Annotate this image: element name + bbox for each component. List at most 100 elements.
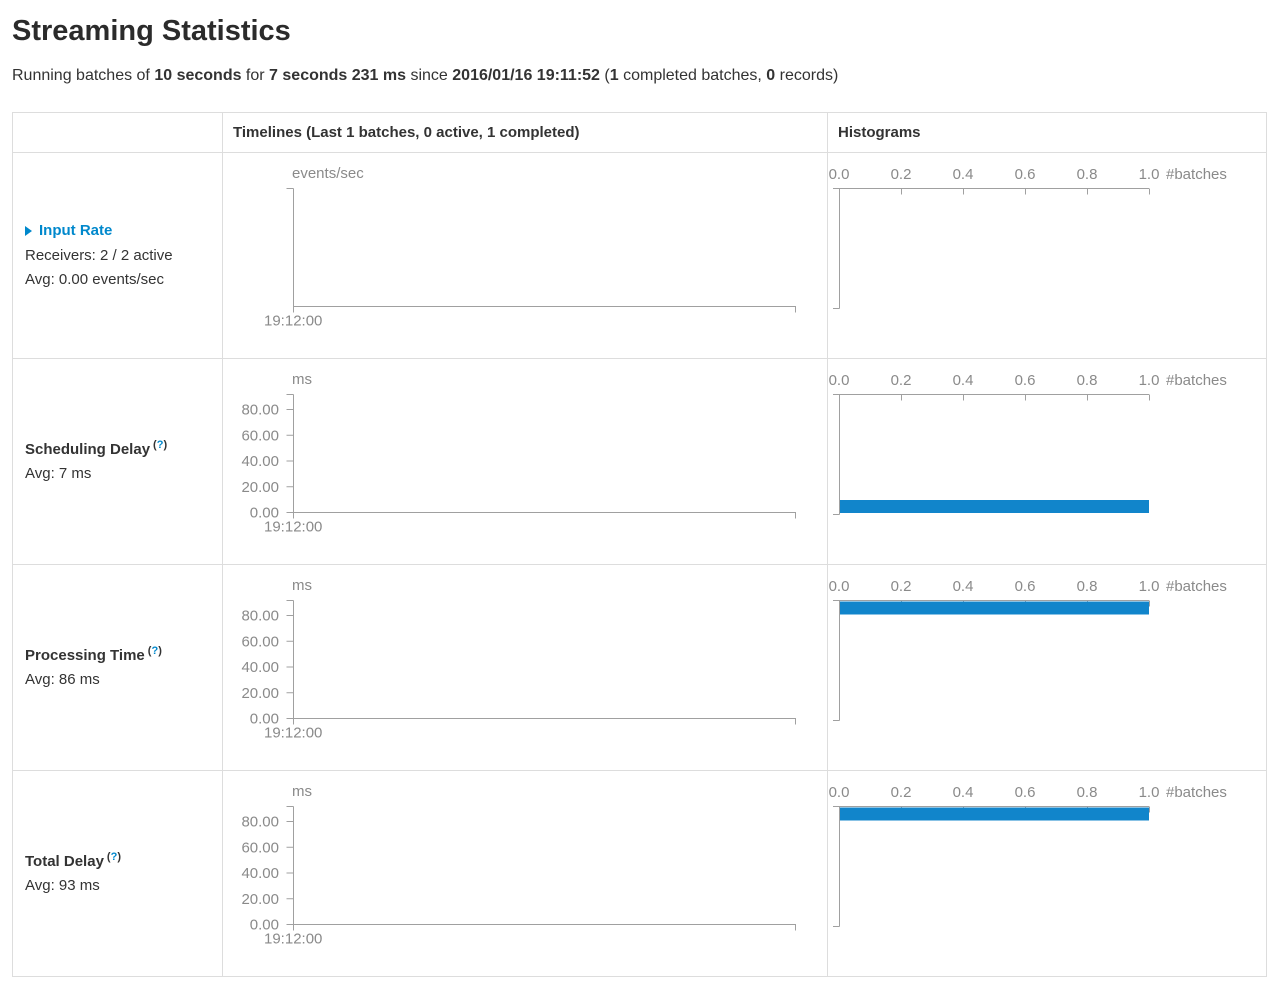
processing-time-help: (?) — [148, 645, 162, 657]
scheduling-delay-timeline-chart: ms 80.00 60.00 40.00 20.00 0.00 19:12:00 — [223, 359, 827, 564]
svg-text:0.6: 0.6 — [1015, 166, 1036, 183]
batch-summary-text: Running batches of 10 seconds for 7 seco… — [12, 67, 839, 84]
svg-text:0.0: 0.0 — [829, 166, 850, 183]
header-metric — [12, 112, 223, 153]
svg-text:0.2: 0.2 — [891, 578, 912, 595]
processing-time-timeline-chart: ms 80.00 60.00 40.00 20.00 0.00 19:12:00 — [223, 565, 827, 770]
svg-text:#batches: #batches — [1166, 166, 1227, 183]
svg-text:0.8: 0.8 — [1077, 372, 1098, 389]
page-title: Streaming Statistics — [12, 15, 291, 47]
svg-text:60.00: 60.00 — [241, 839, 279, 856]
processing-time-timeline-cell: ms 80.00 60.00 40.00 20.00 0.00 19:12:00 — [222, 564, 828, 771]
row-total-delay: Total Delay (?) Avg: 93 ms ms 80.00 60.00 40… — [12, 770, 1267, 977]
scheduling-delay-histogram-cell: 0.0 0.2 0.4 0.6 0.8 1.0 #batches — [827, 358, 1267, 565]
svg-text:ms: ms — [292, 371, 312, 388]
total-delay-histogram-cell: 0.0 0.2 0.4 0.6 0.8 1.0 #batches — [827, 770, 1267, 977]
processing-time-label: Processing Time — [25, 646, 145, 664]
row-processing-time: Processing Time (?) Avg: 86 ms ms 80.00 60.… — [12, 564, 1267, 771]
svg-text:0.4: 0.4 — [953, 578, 974, 595]
svg-text:0.8: 0.8 — [1077, 784, 1098, 801]
svg-text:19:12:00: 19:12:00 — [264, 519, 322, 536]
processing-time-histogram-cell: 0.0 0.2 0.4 0.6 0.8 1.0 #batches — [827, 564, 1267, 771]
svg-text:60.00: 60.00 — [241, 427, 279, 444]
svg-text:20.00: 20.00 — [241, 685, 279, 702]
expand-arrow-icon — [25, 226, 32, 236]
svg-text:80.00: 80.00 — [241, 814, 279, 831]
svg-text:19:12:00: 19:12:00 — [264, 931, 322, 948]
total-delay-label: Total Delay — [25, 852, 104, 870]
processing-time-histogram-chart: 0.0 0.2 0.4 0.6 0.8 1.0 #batches — [828, 565, 1266, 770]
header-histograms: Histograms — [827, 112, 1267, 153]
svg-text:1.0: 1.0 — [1139, 578, 1160, 595]
svg-text:1.0: 1.0 — [1139, 166, 1160, 183]
row-input-rate: Input Rate Receivers: 2 / 2 active Avg: … — [12, 152, 1267, 359]
input-rate-timeline-chart: events/sec 19:12:00 — [223, 153, 827, 358]
svg-text:0.0: 0.0 — [829, 784, 850, 801]
svg-text:19:12:00: 19:12:00 — [264, 725, 322, 742]
svg-text:0.6: 0.6 — [1015, 784, 1036, 801]
svg-text:0.4: 0.4 — [953, 372, 974, 389]
streaming-stats-table: Timelines (Last 1 batches, 0 active, 1 c… — [12, 112, 1267, 977]
svg-text:#batches: #batches — [1166, 578, 1227, 595]
scheduling-delay-help: (?) — [153, 439, 167, 451]
total-delay-timeline-chart: ms 80.00 60.00 40.00 20.00 0.00 19:12:00 — [223, 771, 827, 976]
svg-text:0.0: 0.0 — [829, 578, 850, 595]
total-delay-histogram-chart: 0.0 0.2 0.4 0.6 0.8 1.0 #batches — [828, 771, 1266, 976]
svg-text:0.6: 0.6 — [1015, 578, 1036, 595]
receivers-status: Receivers: 2 / 2 active — [25, 247, 173, 264]
input-rate-timeline-cell: events/sec 19:12:00 — [222, 152, 828, 359]
svg-text:events/sec: events/sec — [292, 165, 364, 182]
scheduling-delay-histogram-chart: 0.0 0.2 0.4 0.6 0.8 1.0 #batches — [828, 359, 1266, 564]
processing-time-avg: Avg: 86 ms — [25, 670, 100, 688]
help-question-link[interactable]: ? — [151, 644, 159, 657]
total-delay-timeline-cell: ms 80.00 60.00 40.00 20.00 0.00 19:12:00 — [222, 770, 828, 977]
row-scheduling-delay: Scheduling Delay (?) Avg: 7 ms ms 80.00 60.… — [12, 358, 1267, 565]
help-paren-close: ) — [163, 438, 168, 451]
svg-text:40.00: 40.00 — [241, 659, 279, 676]
help-paren-open: ( — [106, 850, 111, 863]
svg-text:20.00: 20.00 — [241, 479, 279, 496]
svg-text:20.00: 20.00 — [241, 891, 279, 908]
svg-text:19:12:00: 19:12:00 — [264, 313, 322, 330]
svg-text:0.2: 0.2 — [891, 372, 912, 389]
scheduling-delay-label: Scheduling Delay — [25, 440, 151, 458]
help-paren-close: ) — [158, 644, 162, 657]
input-rate-toggle[interactable]: Input Rate — [25, 219, 112, 243]
help-question-link[interactable]: ? — [110, 850, 118, 863]
total-delay-metric-cell: Total Delay (?) Avg: 93 ms — [12, 770, 223, 977]
svg-text:0.2: 0.2 — [891, 166, 912, 183]
svg-text:0.0: 0.0 — [829, 372, 850, 389]
svg-text:1.0: 1.0 — [1139, 784, 1160, 801]
svg-text:80.00: 80.00 — [241, 608, 279, 625]
svg-text:1.0: 1.0 — [1139, 372, 1160, 389]
svg-text:0.4: 0.4 — [953, 166, 974, 183]
svg-text:0.00: 0.00 — [250, 917, 279, 934]
input-rate-metric-cell: Input Rate Receivers: 2 / 2 active Avg: … — [12, 152, 223, 359]
processing-time-metric-cell: Processing Time (?) Avg: 86 ms — [12, 564, 223, 771]
input-rate-histogram-cell: 0.0 0.2 0.4 0.6 0.8 1.0 #batches — [827, 152, 1267, 359]
svg-text:40.00: 40.00 — [241, 453, 279, 470]
input-rate-avg: Avg: 0.00 events/sec — [25, 271, 164, 288]
svg-text:0.2: 0.2 — [891, 784, 912, 801]
header-row: Timelines (Last 1 batches, 0 active, 1 c… — [12, 112, 1267, 153]
svg-text:0.8: 0.8 — [1077, 578, 1098, 595]
header-timelines: Timelines (Last 1 batches, 0 active, 1 c… — [222, 112, 828, 153]
svg-text:60.00: 60.00 — [241, 633, 279, 650]
help-paren-open: ( — [147, 644, 152, 657]
svg-text:ms: ms — [292, 577, 312, 594]
total-delay-help: (?) — [107, 851, 121, 863]
input-rate-histogram-chart: 0.0 0.2 0.4 0.6 0.8 1.0 #batches — [828, 153, 1266, 358]
svg-text:0.00: 0.00 — [250, 505, 279, 522]
help-paren-close: ) — [117, 850, 121, 863]
svg-text:0.4: 0.4 — [953, 784, 974, 801]
svg-text:40.00: 40.00 — [241, 865, 279, 882]
svg-text:#batches: #batches — [1166, 784, 1227, 801]
input-rate-label: Input Rate — [39, 222, 113, 239]
scheduling-delay-timeline-cell: ms 80.00 60.00 40.00 20.00 0.00 19:12:00 — [222, 358, 828, 565]
svg-text:0.8: 0.8 — [1077, 166, 1098, 183]
svg-text:80.00: 80.00 — [241, 402, 279, 419]
help-question-link[interactable]: ? — [156, 438, 164, 451]
scheduling-delay-avg: Avg: 7 ms — [25, 464, 92, 482]
svg-text:ms: ms — [292, 783, 312, 800]
